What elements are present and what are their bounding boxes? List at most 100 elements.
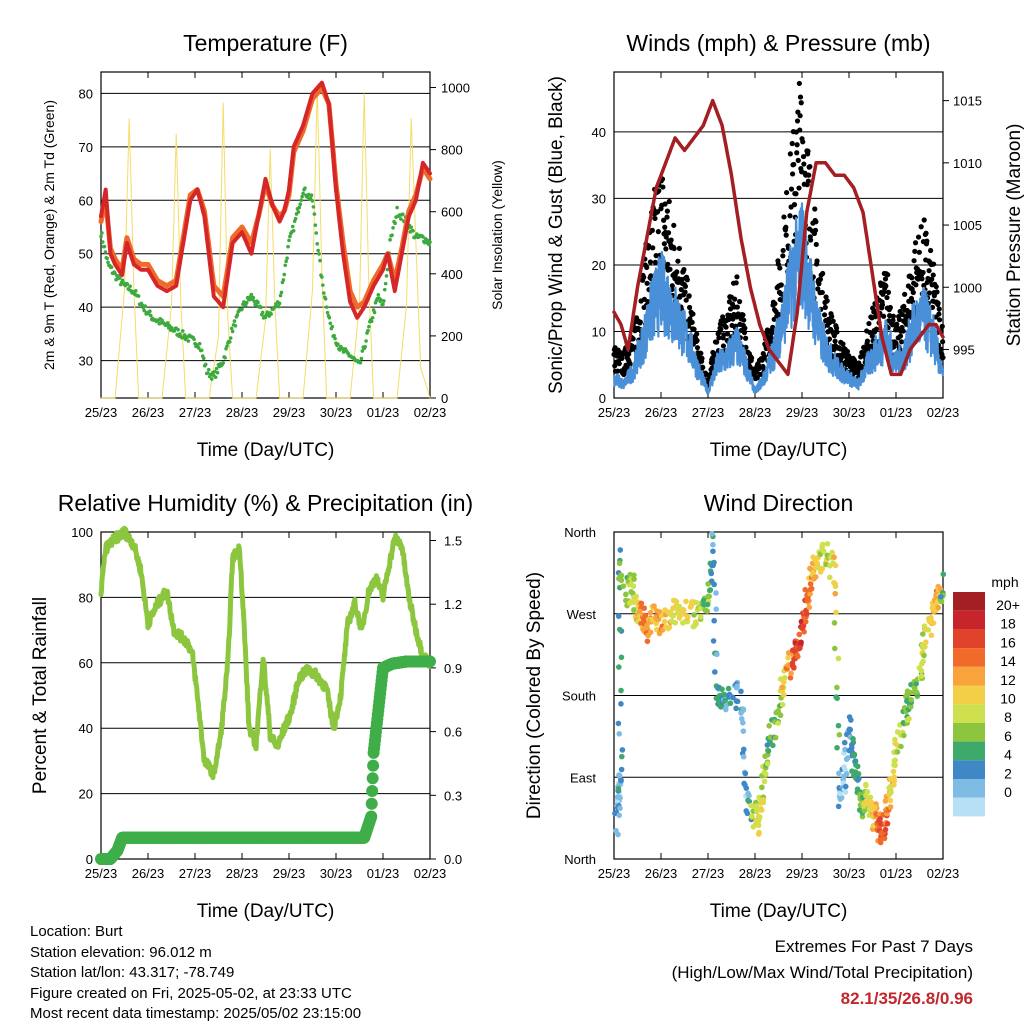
direction-point (641, 605, 647, 611)
dewpoint-point (233, 324, 238, 328)
x-axis-label: Time (Day/UTC) (710, 901, 848, 922)
x-tick-label: 01/23 (367, 405, 400, 420)
extremes-subtitle: (High/Low/Max Wind/Total Precipitation) (671, 963, 973, 982)
direction-point (764, 761, 771, 767)
gust-point (885, 289, 892, 295)
dewpoint-point (247, 297, 252, 302)
gust-point (630, 336, 636, 342)
direction-point (706, 593, 712, 600)
y-right-tick-label: 1000 (953, 280, 982, 295)
dewpoint-point (120, 278, 125, 283)
gust-point (926, 268, 932, 274)
gust-point (834, 329, 840, 335)
gust-point (933, 284, 939, 290)
gust-point (817, 276, 824, 282)
dewpoint-point (199, 348, 204, 353)
dewpoint-point (142, 308, 147, 313)
gust-point (724, 331, 731, 337)
direction-point (836, 731, 843, 738)
x-tick-label: 28/23 (739, 405, 772, 420)
direction-point (940, 571, 947, 578)
x-tick-label: 28/23 (226, 405, 259, 420)
legend-swatch (953, 760, 985, 779)
y-tick-label: 60 (79, 656, 93, 671)
legend-label: 8 (1004, 709, 1012, 725)
direction-point (804, 597, 811, 604)
solar-line (100, 87, 431, 399)
direction-point (790, 665, 797, 671)
gust-point (652, 259, 658, 265)
direction-point (618, 577, 625, 584)
dewpoint-point (296, 210, 301, 214)
direction-point (891, 778, 898, 784)
y-axis-label: Percent & Total Rainfall (30, 597, 51, 794)
direction-point (848, 745, 855, 751)
gust-point (626, 351, 632, 357)
gust-point (916, 249, 922, 255)
legend-label: 16 (1000, 634, 1016, 650)
gust-point (873, 326, 880, 332)
dewpoint-point (232, 319, 237, 323)
direction-point (693, 621, 699, 627)
gust-point (671, 245, 677, 252)
legend-label: 18 (1000, 616, 1016, 632)
gust-point (814, 258, 820, 264)
direction-point (618, 753, 625, 760)
direction-point (613, 827, 619, 834)
direction-point (787, 674, 794, 681)
direction-point (807, 591, 813, 597)
direction-point (713, 590, 719, 596)
gust-point (790, 171, 796, 177)
direction-point (908, 696, 914, 703)
gust-point (749, 355, 755, 361)
dewpoint-point (252, 299, 257, 304)
direction-point (647, 629, 654, 636)
dewpoint-point (260, 310, 265, 315)
legend-label: 4 (1004, 747, 1012, 763)
dewpoint-point (381, 302, 385, 306)
legend-swatch (953, 704, 985, 723)
rh-line (98, 525, 433, 781)
dewpoint-point (128, 284, 132, 289)
dewpoint-point (106, 260, 110, 265)
dewpoint-point (213, 375, 218, 380)
precip-point (366, 772, 379, 785)
dewpoint-point (320, 275, 324, 279)
dewpoint-point (325, 310, 330, 315)
gust-point (665, 230, 672, 236)
dewpoint-point (281, 278, 286, 282)
x-tick-label: 02/23 (927, 866, 960, 881)
gust-point (655, 209, 661, 215)
gust-point (923, 230, 929, 236)
gust-point (682, 289, 688, 295)
legend-title: mph (991, 574, 1018, 590)
direction-point (923, 639, 929, 646)
dewpoint-point (313, 223, 318, 227)
gust-point (783, 189, 790, 196)
x-axis-label: Time (Day/UTC) (197, 901, 335, 922)
direction-point (832, 590, 839, 597)
direction-point (863, 781, 869, 788)
dewpoint-point (301, 191, 305, 196)
direction-point (922, 644, 928, 650)
gust-point (939, 323, 945, 329)
dewpoint-point (259, 305, 263, 310)
gust-point (734, 304, 740, 310)
x-axis-label: Time (Day/UTC) (710, 440, 848, 461)
direction-point (615, 613, 622, 619)
gust-point (930, 272, 936, 278)
gust-point (780, 253, 786, 259)
y-right-tick-label: 0 (441, 391, 448, 406)
gust-point (699, 355, 705, 361)
gust-point (820, 270, 826, 277)
y-tick-label: 70 (79, 140, 93, 155)
direction-point (788, 670, 794, 677)
direction-point (887, 797, 894, 804)
gust-point (616, 361, 622, 367)
direction-point (855, 771, 862, 777)
gust-point (714, 339, 720, 345)
direction-point (826, 574, 833, 581)
dewpoint-point (359, 356, 364, 361)
temp-2m-line (99, 80, 432, 320)
x-tick-label: 30/23 (833, 405, 866, 420)
